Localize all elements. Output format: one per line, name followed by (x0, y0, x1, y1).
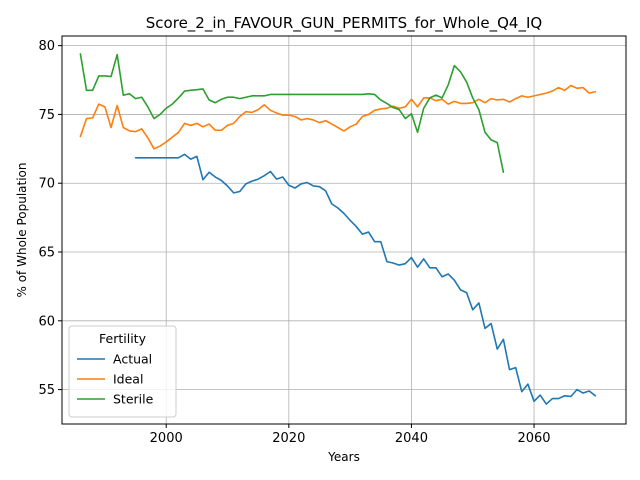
series-line-actual (134, 153, 597, 405)
x-tick-label: 2060 (517, 431, 550, 446)
x-axis-label: Years (327, 450, 360, 464)
axes-frame (61, 35, 627, 425)
y-axis-label: % of Whole Population (15, 163, 29, 298)
series-line-sterile (79, 53, 505, 174)
x-tick-label: 2040 (395, 431, 428, 446)
y-axis-ticks: 55 60 65 70 75 80 (38, 39, 62, 398)
legend-title: Fertility (99, 331, 147, 346)
y-tick-label: 65 (38, 246, 55, 261)
legend-label-ideal: Ideal (113, 372, 143, 387)
y-tick-label: 55 (38, 383, 55, 398)
plot-area (79, 53, 597, 405)
x-tick-label: 2000 (150, 431, 183, 446)
x-tick-label: 2020 (272, 431, 305, 446)
y-tick-label: 60 (38, 314, 55, 329)
y-tick-label: 80 (38, 39, 55, 54)
legend-label-sterile: Sterile (113, 392, 154, 407)
legend-box (68, 325, 177, 418)
grid-lines (62, 36, 626, 424)
chart-title: Score_2_in_FAVOUR_GUN_PERMITS_for_Whole_… (146, 14, 542, 33)
y-tick-label: 70 (38, 177, 55, 192)
series-line-ideal (79, 84, 597, 150)
y-tick-label: 75 (38, 108, 55, 123)
legend: Fertility Actual Ideal Sterile (68, 325, 177, 418)
x-axis-ticks: 2000 2020 2040 2060 (150, 424, 551, 446)
legend-label-actual: Actual (113, 352, 152, 367)
